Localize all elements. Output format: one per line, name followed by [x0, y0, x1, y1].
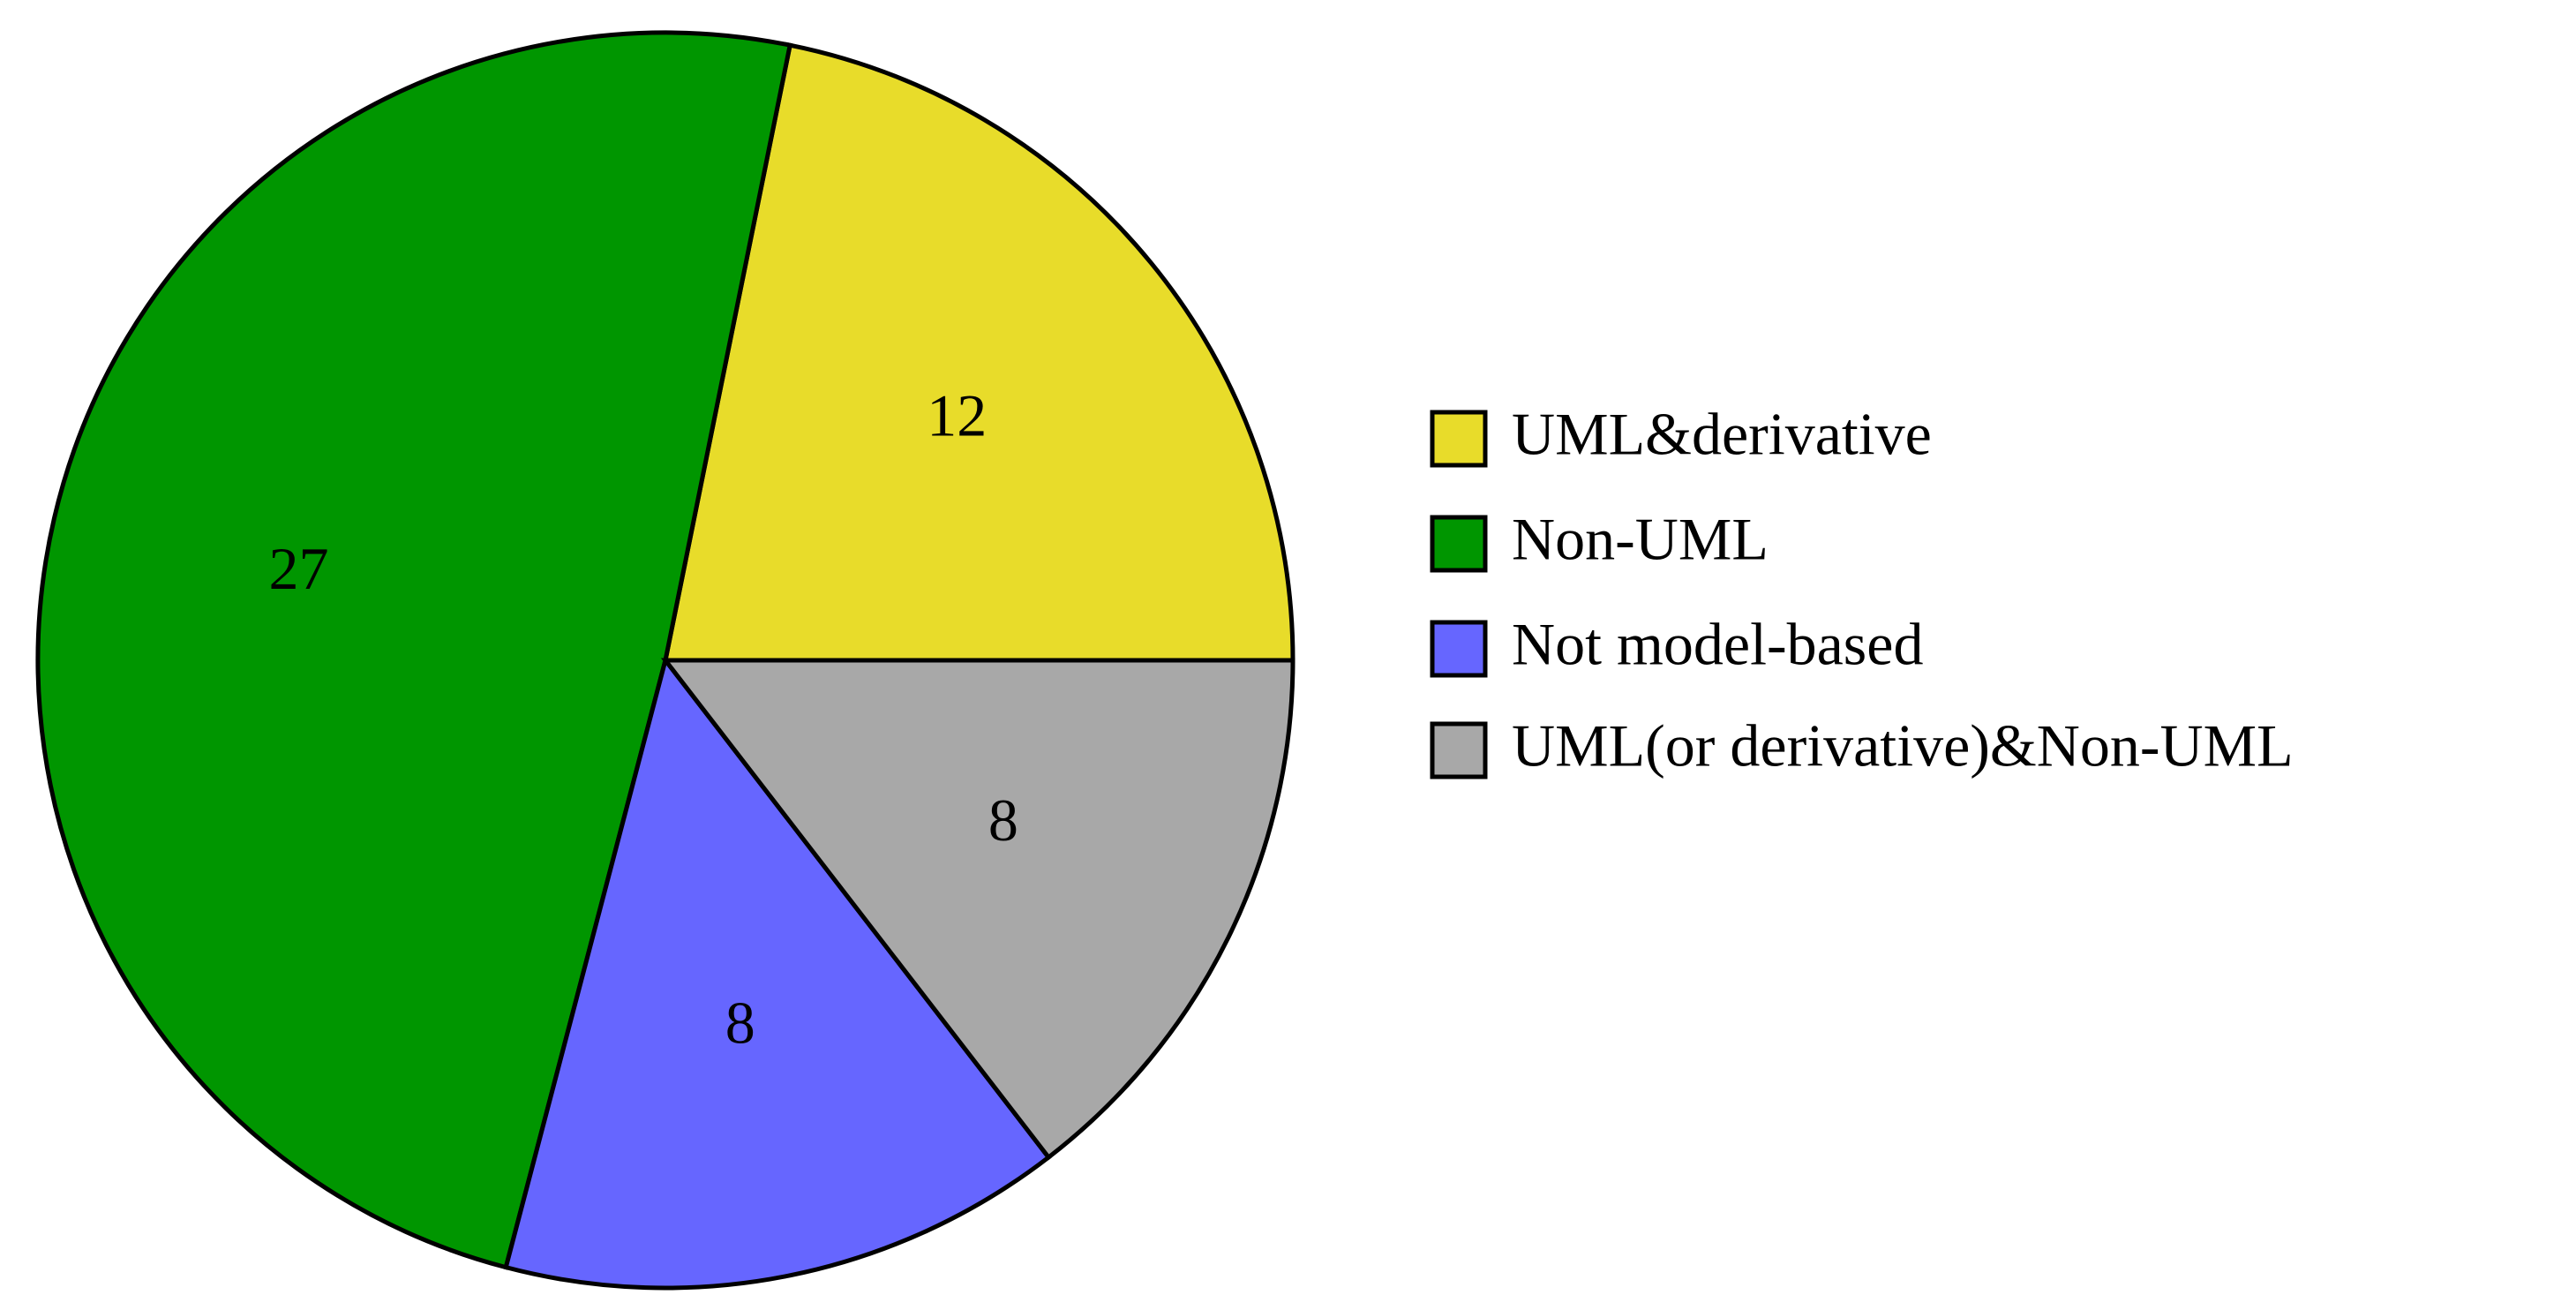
- legend-label: Not model-based: [1512, 611, 1923, 678]
- legend-label: Non-UML: [1512, 506, 1769, 573]
- legend-swatch: [1430, 620, 1488, 678]
- pie-slice: [35, 30, 793, 1270]
- data-label: 27: [268, 535, 328, 602]
- legend-label: UML&derivative: [1512, 401, 1932, 468]
- pie-slice: [503, 655, 1052, 1291]
- data-label: 12: [927, 382, 987, 449]
- data-label: 8: [725, 990, 755, 1057]
- data-label: 8: [988, 787, 1018, 854]
- pie-slice: [662, 42, 1296, 663]
- legend-swatch: [1430, 515, 1488, 573]
- legend-label: UML(or derivative)&Non-UML: [1512, 712, 2294, 779]
- legend-swatch: [1430, 721, 1488, 779]
- legend-swatch: [1430, 410, 1488, 468]
- pie-slice: [660, 658, 1296, 1161]
